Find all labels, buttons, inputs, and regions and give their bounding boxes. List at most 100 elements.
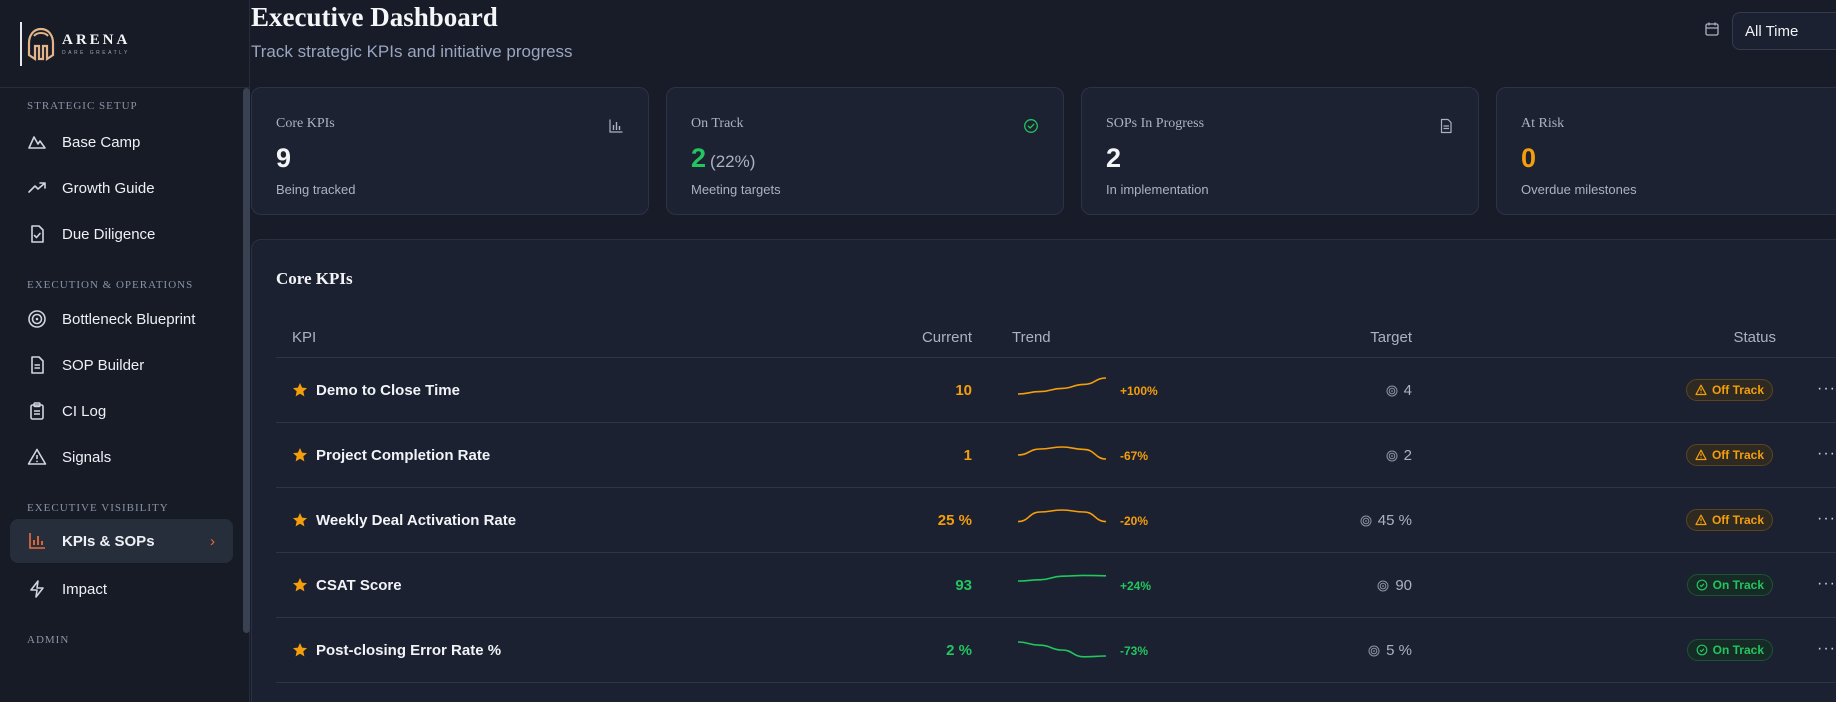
bar-chart-icon: [609, 119, 623, 133]
sparkline-path: [1017, 509, 1107, 523]
sidebar-item-due-diligence[interactable]: Due Diligence: [10, 212, 233, 256]
more-options-icon[interactable]: ···: [1817, 380, 1836, 397]
star-icon[interactable]: [292, 512, 308, 528]
target-value: 5 %: [1386, 642, 1412, 659]
kpi-name: CSAT Score: [316, 577, 402, 594]
alert-triangle-icon: [1695, 514, 1707, 526]
sidebar-item-growth-guide[interactable]: Growth Guide: [10, 166, 233, 210]
sidebar-item-label: Bottleneck Blueprint: [62, 310, 196, 328]
target-icon: [1386, 450, 1398, 461]
sparkline-path: [1017, 641, 1107, 658]
target-value: 4: [1403, 382, 1412, 399]
table-header: KPI Current Trend Target Status: [276, 318, 1836, 358]
kpi-name: Weekly Deal Activation Rate: [316, 512, 517, 529]
stat-card-at-risk: At Risk 0 Overdue milestones: [1496, 87, 1836, 215]
stat-card-core-kpis: Core KPIs 9 Being tracked: [251, 87, 649, 215]
status-label: Off Track: [1711, 383, 1764, 397]
status-badge: On Track: [1686, 639, 1773, 661]
trending-up-icon: [27, 178, 47, 198]
stat-label: Core KPIs: [276, 116, 335, 131]
stat-value: 9: [276, 143, 291, 174]
kpi-current-value: 10: [955, 382, 972, 399]
kpi-current-value: 2 %: [946, 642, 972, 659]
star-icon[interactable]: [292, 577, 308, 593]
table-row[interactable]: Project Completion Rate 1 -67% 2 Off Track ··…: [276, 423, 1836, 488]
sidebar-item-label: SOP Builder: [62, 356, 145, 374]
status-label: On Track: [1712, 578, 1764, 592]
page-title: Executive Dashboard: [251, 2, 498, 32]
clipboard-icon: [27, 401, 47, 421]
target-icon: [27, 309, 47, 329]
main-content: Executive Dashboard Track strategic KPIs…: [250, 0, 1836, 702]
bar-chart-icon: [27, 531, 47, 551]
trend-sparkline: [1017, 377, 1107, 395]
stat-description: In implementation: [1106, 182, 1209, 197]
sidebar-item-signals[interactable]: Signals: [10, 435, 233, 479]
trend-percent: +100%: [1120, 383, 1158, 398]
zap-icon: [27, 579, 47, 599]
sidebar-item-sop-builder[interactable]: SOP Builder: [10, 343, 233, 387]
star-icon[interactable]: [292, 642, 308, 658]
sidebar-item-label: Signals: [62, 448, 112, 466]
sidebar-item-bottleneck-blueprint[interactable]: Bottleneck Blueprint: [10, 297, 233, 341]
trend-percent: -20%: [1120, 513, 1149, 528]
stat-card-on-track: On Track 2 (22%) Meeting targets: [666, 87, 1064, 215]
status-label: Off Track: [1711, 448, 1764, 462]
stat-value: 2 (22%): [691, 143, 755, 174]
check-circle-icon: [1024, 119, 1038, 133]
sidebar-item-label: Impact: [62, 580, 108, 598]
sparkline-path: [1017, 446, 1107, 460]
stat-value: 2: [1106, 143, 1121, 174]
stat-description: Being tracked: [276, 182, 356, 197]
table-row[interactable]: Post-closing Error Rate % 2 % -73% 5 % On Tr…: [276, 618, 1836, 683]
status-badge: Off Track: [1685, 379, 1773, 401]
calendar-icon: [1705, 22, 1719, 36]
more-options-icon[interactable]: ···: [1817, 510, 1836, 527]
stat-number: 2: [1106, 143, 1122, 173]
sparkline-path: [1017, 574, 1107, 582]
section-title-admin: ADMIN: [27, 634, 70, 646]
more-options-icon[interactable]: ···: [1817, 640, 1836, 657]
status-badge: On Track: [1686, 574, 1773, 596]
sidebar-item-base-camp[interactable]: Base Camp: [10, 120, 233, 164]
check-circle-icon: [1696, 644, 1708, 656]
column-header-status: Status: [1733, 329, 1776, 346]
trend-percent: +24%: [1120, 578, 1152, 593]
date-range-value: All Time: [1745, 22, 1799, 40]
table-row[interactable]: Demo to Close Time 10 +100% 4 Off Track ···: [276, 358, 1836, 423]
file-text-icon: [1440, 118, 1452, 134]
more-options-icon[interactable]: ···: [1817, 575, 1836, 592]
kpi-name: Project Completion Rate: [316, 447, 491, 464]
sidebar-scrollbar[interactable]: [243, 88, 250, 633]
alert-triangle-icon: [27, 447, 47, 467]
spartan-helmet-icon: [27, 27, 55, 61]
star-icon[interactable]: [292, 447, 308, 463]
sidebar-item-impact[interactable]: Impact: [10, 567, 233, 611]
kpi-current-value: 93: [955, 577, 972, 594]
star-icon[interactable]: [292, 382, 308, 398]
logo[interactable]: ARENA DARE GREATLY: [0, 0, 249, 88]
stat-description: Overdue milestones: [1521, 182, 1637, 197]
kpi-target: 90: [1377, 553, 1412, 618]
sidebar-item-label: Due Diligence: [62, 225, 156, 243]
sidebar-item-kpis-sops[interactable]: KPIs & SOPs ›: [10, 519, 233, 563]
more-options-icon[interactable]: ···: [1817, 445, 1836, 462]
mountain-icon: [27, 132, 47, 152]
trend-sparkline: [1017, 574, 1107, 582]
status-label: On Track: [1712, 643, 1764, 657]
trend-percent: -67%: [1120, 448, 1149, 463]
date-range-select[interactable]: All Time: [1732, 12, 1836, 50]
status-label: Off Track: [1711, 513, 1764, 527]
target-icon: [1360, 515, 1372, 526]
logo-divider: [20, 21, 22, 66]
table-row[interactable]: Weekly Deal Activation Rate 25 % -20% 45 % O…: [276, 488, 1836, 553]
sidebar-nav: STRATEGIC SETUP Base Camp Growth Guide D…: [0, 88, 243, 646]
kpi-current-value: 25 %: [937, 512, 972, 529]
table-row[interactable]: CSAT Score 93 +24% 90 On Track ···: [276, 553, 1836, 618]
sidebar-item-label: Growth Guide: [62, 179, 155, 197]
stat-label: SOPs In Progress: [1106, 116, 1205, 131]
sidebar-item-ci-log[interactable]: CI Log: [10, 389, 233, 433]
target-icon: [1368, 645, 1380, 656]
stat-value: 0: [1521, 143, 1536, 174]
core-kpis-panel: Core KPIs KPI Current Trend Target Statu…: [251, 239, 1836, 702]
